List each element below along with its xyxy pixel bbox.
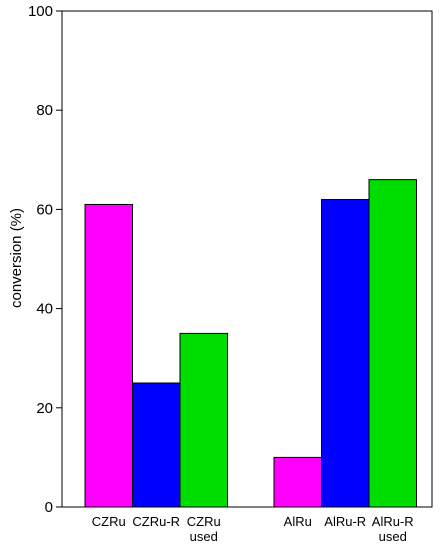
bar bbox=[368, 179, 417, 508]
x-category-label: used bbox=[379, 529, 407, 544]
x-category-label: CZRu bbox=[187, 514, 221, 529]
y-axis-title: conversion (%) bbox=[8, 208, 25, 308]
x-category-label: AlRu bbox=[284, 514, 312, 529]
bar bbox=[179, 332, 228, 508]
plot-frame bbox=[61, 10, 433, 508]
y-tick-label: 40 bbox=[36, 301, 53, 318]
x-category-label: CZRu bbox=[92, 514, 126, 529]
y-tick-label: 60 bbox=[36, 201, 53, 218]
x-category-label: AlRu-R bbox=[324, 514, 366, 529]
y-tick-label: 20 bbox=[36, 400, 53, 417]
bar bbox=[273, 456, 322, 508]
bar bbox=[132, 382, 181, 508]
y-tick-label: 0 bbox=[45, 499, 53, 516]
x-category-label: used bbox=[190, 529, 218, 544]
bar bbox=[321, 198, 370, 508]
y-tick-label: 80 bbox=[36, 102, 53, 119]
x-category-label: AlRu-R bbox=[372, 514, 414, 529]
y-tick-label: 100 bbox=[28, 3, 53, 20]
x-category-label: CZRu-R bbox=[132, 514, 180, 529]
bar bbox=[84, 203, 133, 508]
